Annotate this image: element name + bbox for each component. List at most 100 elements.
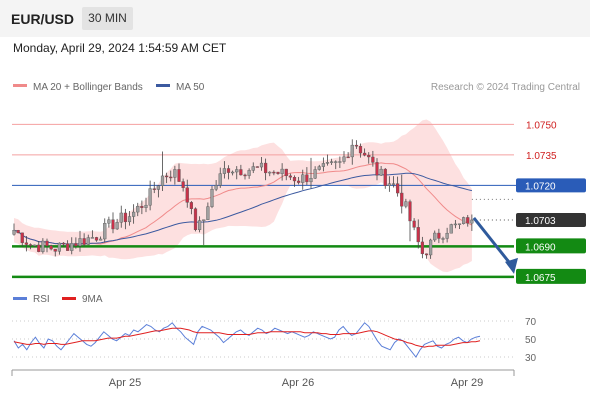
candle-body xyxy=(90,237,94,239)
candle-body xyxy=(437,232,441,239)
candle-body xyxy=(396,183,400,194)
candle-body xyxy=(284,168,288,177)
rsi-tick-label: 30 xyxy=(525,353,537,364)
candle-body xyxy=(404,201,408,207)
last-price-label: 1.0703 xyxy=(525,216,556,227)
legend-label: RSI xyxy=(33,294,50,305)
candle-body xyxy=(235,169,239,173)
timeframe-button[interactable]: 30 MIN xyxy=(82,7,133,30)
candle-body xyxy=(272,171,276,174)
support-label: 1.0675 xyxy=(525,273,556,284)
support-label: 1.0690 xyxy=(525,242,556,253)
candle-body xyxy=(202,219,206,221)
symbol-label: EUR/USD xyxy=(11,11,75,27)
candle-body xyxy=(325,162,330,164)
candle-body xyxy=(206,206,210,220)
candle-body xyxy=(53,248,57,252)
candle-body xyxy=(152,188,156,190)
legend-swatch xyxy=(156,84,170,87)
candle-body xyxy=(358,146,363,154)
x-tick-label: Apr 25 xyxy=(109,377,141,389)
legend-swatch xyxy=(13,84,27,87)
candle-body xyxy=(181,181,185,188)
support-badge xyxy=(516,238,586,254)
candle-body xyxy=(346,156,350,159)
forecast-arrow-shaft xyxy=(472,217,514,267)
support-badge xyxy=(516,268,586,284)
candle-body xyxy=(119,212,123,223)
candle-body xyxy=(363,152,367,156)
candle-body xyxy=(156,185,160,190)
candle-body xyxy=(387,183,391,186)
candle-body xyxy=(24,242,28,245)
candle-body xyxy=(259,162,264,168)
candle-body xyxy=(338,161,342,163)
candle-body xyxy=(367,155,371,158)
candle-body xyxy=(247,170,251,176)
rsi-line xyxy=(13,322,481,358)
legend-label: 9MA xyxy=(82,294,103,305)
candle-body xyxy=(214,185,218,190)
candle-body xyxy=(301,174,305,183)
candle-body xyxy=(107,219,111,224)
rsi-tick-label: 50 xyxy=(525,335,537,346)
candle-body xyxy=(251,166,255,171)
candle-body xyxy=(94,237,99,241)
legend-swatch xyxy=(13,297,27,300)
candle-body xyxy=(371,156,375,163)
resistance-label: 1.0750 xyxy=(526,120,557,131)
candle-body xyxy=(103,223,107,240)
candle-body xyxy=(222,168,226,174)
candle-body xyxy=(66,243,70,251)
candle-body xyxy=(144,204,148,208)
resistance-label: 1.0735 xyxy=(526,151,557,162)
ma50-line xyxy=(13,172,473,245)
candle-body xyxy=(136,206,140,213)
candle-body xyxy=(210,188,214,207)
candle-body xyxy=(226,168,231,173)
candle-body xyxy=(412,220,416,228)
candle-body xyxy=(276,171,280,174)
candle-body xyxy=(127,216,132,223)
candle-body xyxy=(12,230,16,235)
candle-body xyxy=(466,217,470,224)
candle-body xyxy=(383,168,387,186)
candle-body xyxy=(255,166,259,168)
candle-body xyxy=(309,178,313,183)
candle-body xyxy=(165,175,169,178)
candle-body xyxy=(45,240,49,247)
legend-label: MA 20 + Bollinger Bands xyxy=(33,82,143,93)
candle-body xyxy=(350,144,354,158)
candle-body xyxy=(70,243,74,251)
candle-body xyxy=(33,244,37,247)
candle-body xyxy=(313,169,317,179)
candle-body xyxy=(462,217,466,224)
legend-swatch xyxy=(62,297,76,300)
candle-body xyxy=(123,212,127,223)
candle-body xyxy=(264,162,268,174)
last-price-badge xyxy=(516,212,586,227)
candle-body xyxy=(173,169,177,178)
candle-body xyxy=(115,222,119,230)
chart-datetime: Monday, April 29, 2024 1:54:59 AM CET xyxy=(13,41,227,55)
candle-body xyxy=(140,206,144,208)
header-bar: EUR/USD 30 MIN xyxy=(0,0,590,37)
candle-body xyxy=(420,241,424,255)
candle-body xyxy=(416,227,420,243)
candle-body xyxy=(375,162,379,176)
candle-body xyxy=(148,188,152,206)
candle-body xyxy=(354,144,358,147)
forecast-arrow-head xyxy=(505,257,518,274)
candle-body xyxy=(28,244,33,246)
candle-body xyxy=(132,211,136,217)
watermark-text: Research © 2024 Trading Central xyxy=(431,82,580,93)
candle-body xyxy=(160,175,165,186)
candle-body xyxy=(61,242,66,245)
legend-label: MA 50 xyxy=(176,82,205,93)
candle-body xyxy=(317,166,321,170)
candle-body xyxy=(193,208,198,230)
x-tick-label: Apr 26 xyxy=(282,377,314,389)
candle-body xyxy=(288,175,292,178)
candle-body xyxy=(218,173,222,186)
pivot-badge xyxy=(516,178,586,193)
